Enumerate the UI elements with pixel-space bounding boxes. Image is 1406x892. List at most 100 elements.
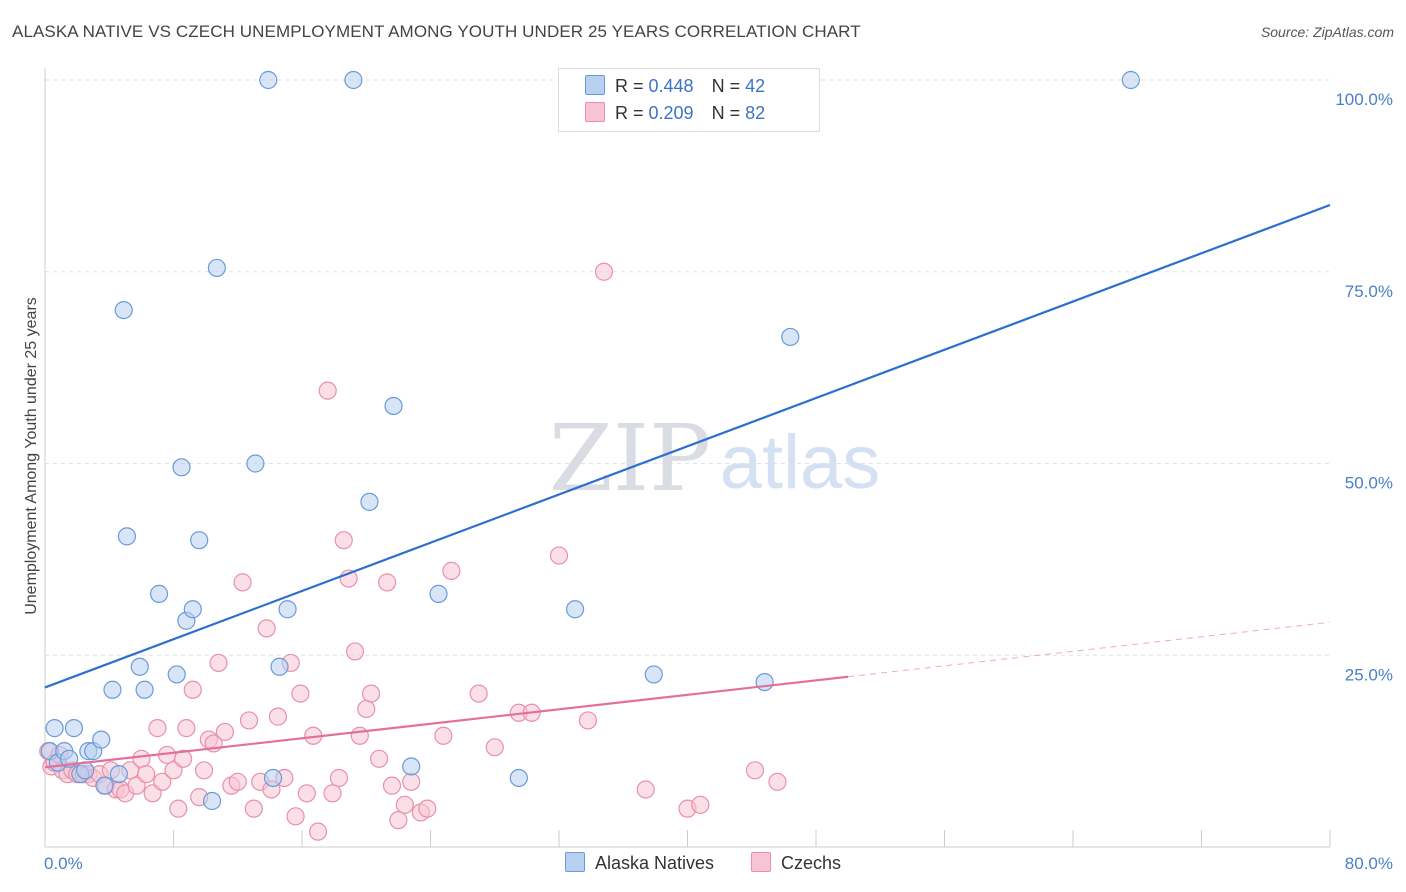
alaska-natives-point [117, 527, 137, 546]
alaska-natives-point [781, 327, 800, 347]
legend-r-value: 0.209 [648, 103, 694, 123]
czechs-point [434, 726, 453, 745]
alaska-natives-trend-line [44, 203, 1331, 689]
czechs-point [485, 738, 504, 757]
czechs-point [768, 772, 787, 791]
y-tick-label: 100.0% [1335, 90, 1393, 109]
czechs-points [39, 262, 787, 841]
czechs-point [318, 381, 337, 400]
legend-r-label: R = [615, 103, 649, 123]
y-tick-labels: 25.0% 50.0% 75.0% 100.0% [1335, 90, 1393, 684]
czechs-point [334, 531, 353, 550]
alaska-natives-point [644, 665, 663, 684]
alaska-natives-point [259, 70, 278, 90]
alaska-natives-point [509, 768, 528, 788]
legend-item-czechs: Czechs [751, 852, 841, 874]
alaska-natives-point [384, 396, 403, 416]
czechs-point [194, 761, 214, 780]
czechs-point [382, 776, 402, 795]
alaska-natives-point [202, 791, 222, 811]
czechs-point [169, 799, 188, 818]
legend-row-czechs: R = 0.209 N = 82 [585, 102, 765, 126]
x-tick-label: 80.0% [1345, 854, 1393, 873]
czechs-point [418, 799, 437, 818]
czechs-point [177, 719, 196, 738]
y-axis-label: Unemployment Among Youth under 25 years [23, 297, 40, 615]
czechs-point [378, 573, 397, 592]
alaska-natives-point [360, 492, 379, 511]
czechs-point [323, 784, 342, 803]
alaska-natives-point [167, 665, 186, 684]
czechs-point [636, 780, 655, 799]
czechs-point [329, 768, 349, 788]
alaska-natives-point [565, 600, 585, 619]
alaska-natives-point [103, 680, 122, 699]
grid-lines [45, 79, 1330, 656]
czechs-point [395, 795, 414, 814]
alaska-natives-point [135, 680, 154, 699]
czechs-point [244, 799, 263, 818]
legend-r-value: 0.448 [648, 76, 694, 96]
alaska-natives-point [130, 657, 149, 676]
alaska-natives-point [64, 719, 84, 738]
y-tick-label: 25.0% [1345, 665, 1393, 684]
alaska-natives-point [109, 765, 128, 784]
czechs-point [291, 684, 310, 703]
x-tick-label: 0.0% [44, 854, 83, 873]
trend-lines [44, 203, 1331, 769]
alaska-natives-point [183, 600, 202, 619]
czechs-point [442, 561, 461, 580]
y-tick-label: 50.0% [1345, 474, 1393, 493]
alaska-natives-point [172, 458, 191, 477]
alaska-natives-point [45, 719, 64, 738]
legend-row-alaska-natives: R = 0.448 N = 42 [585, 75, 765, 99]
alaska-natives-point [270, 657, 289, 676]
czechs-point [308, 822, 328, 841]
alaska-natives-point [190, 531, 209, 550]
axes [44, 68, 1331, 848]
alaska-natives-point [755, 672, 774, 692]
czechs-point [549, 546, 569, 565]
czechs-trend-extension [848, 621, 1331, 678]
czechs-point [691, 795, 710, 814]
czechs-point [286, 807, 305, 826]
czechs-trend-line [44, 675, 849, 769]
czechs-point [745, 761, 765, 780]
stats-legend: R = 0.448 N = 42 R = 0.209 N = 82 [558, 68, 820, 132]
alaska-natives-point [149, 584, 169, 603]
legend-n-value: 82 [745, 103, 766, 123]
czechs-point [357, 699, 376, 719]
watermark-zip: ZIP [549, 405, 711, 512]
czechs-point [350, 726, 369, 745]
legend-n-label: N = [711, 103, 746, 123]
czechs-point [239, 711, 259, 730]
czechs-point [469, 684, 488, 703]
chart-title: ALASKA NATIVE VS CZECH UNEMPLOYMENT AMON… [12, 22, 861, 41]
alaska-natives-point [429, 584, 448, 603]
czechs-point [370, 749, 389, 768]
y-tick-label: 75.0% [1345, 282, 1393, 301]
czechs-point [174, 749, 193, 768]
legend-n-value: 42 [745, 76, 766, 96]
czechs-point [594, 262, 614, 281]
czechs-point [183, 680, 202, 699]
legend-n-label: N = [711, 76, 746, 96]
legend-series-name: Alaska Natives [594, 853, 714, 873]
czechs-legend-swatch [751, 852, 772, 872]
czechs-point [257, 619, 276, 638]
czechs-point [137, 765, 156, 784]
alaska-natives-point [207, 258, 226, 278]
x-tick-labels: 0.0% 80.0% [44, 854, 1393, 873]
czechs-point [297, 784, 316, 803]
czechs-point [578, 711, 598, 730]
czechs-point [228, 772, 247, 791]
alaska-natives-point [246, 454, 265, 473]
czechs-point [361, 684, 381, 703]
alaska-natives-point [263, 768, 283, 788]
alaska-natives-point [344, 70, 363, 90]
czechs-point [345, 642, 365, 661]
legend-series-name: Czechs [781, 853, 842, 873]
czechs-point [268, 707, 288, 726]
czechs-point [153, 772, 172, 791]
